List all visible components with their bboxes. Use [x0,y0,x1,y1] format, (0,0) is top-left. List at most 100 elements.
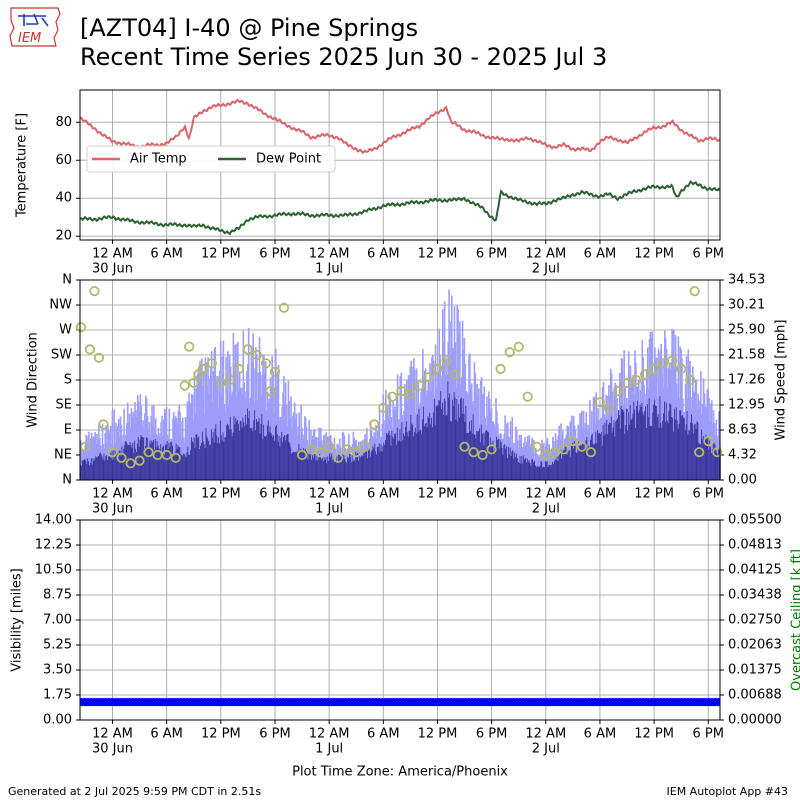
wind-direction-point [540,449,551,461]
speed-bar [679,410,681,480]
speed-bar [195,434,198,480]
speed-bar [371,450,374,480]
speed-bar [659,396,662,480]
speed-bar [561,458,563,480]
speed-bar [632,413,634,480]
speed-bar [365,451,367,480]
wind-direction-point [369,419,380,430]
speed-bar [685,424,688,480]
speed-bar [558,455,560,480]
speed-bar [312,457,315,480]
x-date-label: 30 Jun [92,262,133,277]
speed-bar [166,441,169,480]
speed-bar [483,445,486,480]
speed-bar [635,428,637,480]
gust-bar [451,295,453,480]
gust-bar [463,338,466,480]
gust-bar [300,405,302,480]
speed-bar [517,462,520,480]
speed-bar [588,445,590,480]
gust-bar [194,413,197,480]
speed-bar [584,447,587,480]
speed-bar [89,463,92,480]
speed-bar [107,460,109,480]
gust-bar [251,362,254,480]
speed-bar [549,465,551,480]
gust-bar [180,420,182,480]
speed-bar [228,429,231,480]
speed-bar [512,450,514,480]
speed-bar [209,444,211,480]
y-tick-label: 80 [55,115,72,130]
speed-bar [347,456,349,480]
gust-bar [518,434,521,480]
wind-direction-point [251,349,262,361]
speed-bar [438,400,440,480]
speed-bar [671,416,673,480]
x-tick-label: 6 PM [476,487,507,502]
gust-bar [689,361,691,480]
x-tick-label: 12 AM [309,727,350,742]
speed-bar [488,444,491,480]
speed-bar [124,444,126,480]
gust-bar [479,381,482,480]
y2-tick-label: 0.00000 [728,713,782,728]
speed-bar [572,443,574,480]
speed-bar [369,456,372,480]
gust-bar [369,421,372,480]
y-tick-label: 20 [55,229,72,244]
speed-bar [385,440,387,480]
speed-bar [663,413,665,480]
speed-bar [638,410,641,480]
panel-3 [111,520,709,724]
speed-bar [428,418,430,480]
speed-bar [115,450,117,480]
speed-bar [191,441,194,480]
gust-bar [317,437,319,480]
wind-direction-point [206,358,217,369]
speed-bar [161,454,163,480]
speed-bar [609,422,611,480]
speed-bar [699,443,701,480]
speed-bar [274,440,276,480]
speed-bar [201,443,203,480]
speed-bar [686,411,689,480]
x-tick-label: 6 AM [584,487,617,502]
series-line-air-temp [79,98,721,155]
gust-bar [276,371,279,480]
gust-bar [228,354,231,480]
speed-bar [430,424,432,480]
x-tick-label: 12 PM [418,727,458,742]
speed-bar [163,454,166,480]
speed-bar [448,397,450,480]
speed-bar [672,417,674,480]
speed-bar [270,433,273,480]
speed-bar [544,461,547,480]
speed-bar [616,420,618,480]
speed-bar [279,446,282,480]
speed-bar [615,421,617,480]
gust-bar [687,349,690,480]
speed-bar [518,462,521,480]
speed-bar [261,414,263,480]
gust-bar [614,382,616,480]
chart-subtitle: Recent Time Series 2025 Jun 30 - 2025 Ju… [80,43,608,71]
gust-bar [456,305,458,480]
gust-bar [293,412,295,480]
gust-bar [535,447,537,480]
gust-bar [89,438,92,480]
x-date-label: 30 Jun [92,502,133,517]
gust-bar [195,388,198,480]
speed-bar [493,451,495,480]
speed-bar [633,401,635,480]
speed-bar [676,420,679,480]
x-tick-label: 6 PM [259,487,290,502]
speed-bar [393,438,395,480]
speed-bar [620,406,623,480]
speed-bar [387,433,390,480]
speed-bar [167,449,170,480]
gust-bar [135,410,137,480]
speed-bar [363,453,365,480]
speed-bar [316,454,319,480]
speed-bar [92,458,95,480]
